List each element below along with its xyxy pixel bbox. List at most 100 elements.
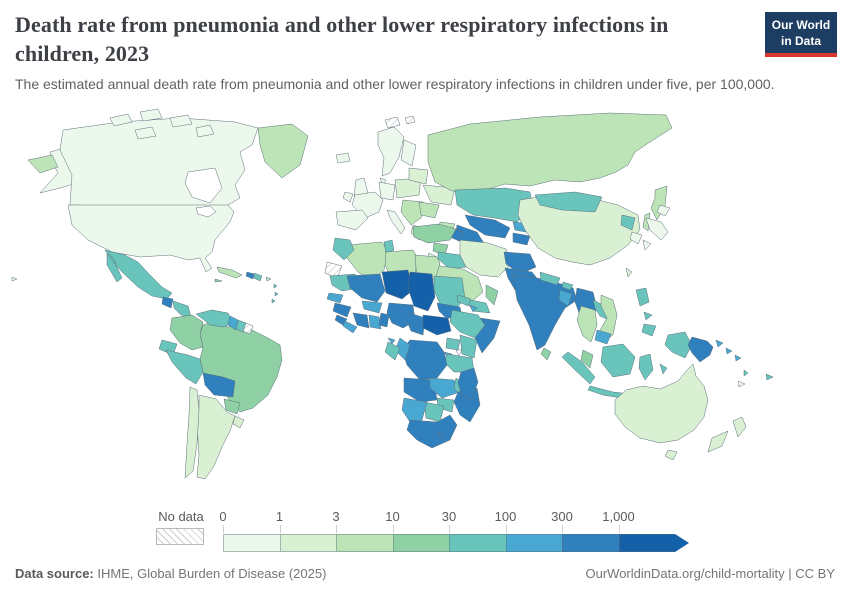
country-australia[interactable] <box>614 363 709 444</box>
country-mozambique[interactable] <box>453 387 481 423</box>
country-mexico[interactable] <box>104 249 173 300</box>
country-somalia[interactable] <box>474 317 501 354</box>
country-uganda[interactable] <box>445 337 461 351</box>
country-afghanistan[interactable] <box>503 251 537 275</box>
country-sulawesi[interactable] <box>638 353 654 381</box>
country-malaysia[interactable] <box>580 349 594 369</box>
country-hawaii[interactable] <box>11 276 18 282</box>
legend-bin-1[interactable] <box>279 534 336 552</box>
country-guatemala[interactable] <box>161 296 174 309</box>
country-tajikistan[interactable] <box>512 232 531 246</box>
country-moluccas[interactable] <box>659 363 668 375</box>
country-chile[interactable] <box>184 386 200 479</box>
country-romania-bulgaria[interactable] <box>418 201 440 219</box>
country-mongolia[interactable] <box>534 191 603 213</box>
country-cambodia[interactable] <box>594 329 612 345</box>
legend-bin-7[interactable] <box>618 534 675 552</box>
country-central-african-republic[interactable] <box>422 314 452 336</box>
country-usa[interactable] <box>67 204 235 273</box>
no-data-swatch[interactable] <box>156 528 204 545</box>
country-sierra-leone[interactable] <box>334 314 348 326</box>
country-cuba[interactable] <box>216 266 243 279</box>
legend-bin-0[interactable] <box>223 534 280 552</box>
country-togo-benin[interactable] <box>378 312 390 328</box>
country-bangladesh[interactable] <box>558 289 573 307</box>
country-iberia[interactable] <box>335 209 369 231</box>
country-yemen[interactable] <box>464 298 491 314</box>
country-mali[interactable] <box>346 273 386 303</box>
legend-bin-5[interactable] <box>505 534 562 552</box>
country-paraguay[interactable] <box>223 398 241 415</box>
country-sumatra[interactable] <box>561 351 596 385</box>
country-angola[interactable] <box>403 377 438 403</box>
country-vanuatu[interactable] <box>743 369 749 377</box>
country-dominican-republic[interactable] <box>253 272 263 282</box>
country-kazakhstan[interactable] <box>454 187 534 223</box>
country-new-caledonia[interactable] <box>737 380 746 388</box>
country-burkina-faso[interactable] <box>361 300 383 314</box>
country-lesotho[interactable] <box>437 431 445 439</box>
owid-link[interactable]: OurWorldinData.org/child-mortality <box>585 566 785 581</box>
country-iceland[interactable] <box>335 152 351 164</box>
legend-bin-6[interactable] <box>562 534 619 552</box>
country-chukotka-wrap[interactable] <box>27 154 59 174</box>
country-finland[interactable] <box>400 139 417 167</box>
country-kenya[interactable] <box>459 334 478 359</box>
country-jamaica[interactable] <box>214 278 223 283</box>
country-uruguay[interactable] <box>232 415 245 429</box>
owid-logo[interactable]: Our World in Data <box>765 12 837 58</box>
country-french-guiana[interactable] <box>242 322 254 335</box>
country-fiji[interactable] <box>765 373 774 381</box>
country-nepal[interactable] <box>539 271 561 286</box>
country-uzbekistan[interactable] <box>464 214 511 239</box>
country-philippines[interactable] <box>635 287 657 337</box>
country-north-korea[interactable] <box>620 214 636 231</box>
country-cameroon[interactable] <box>406 312 426 336</box>
country-madagascar[interactable] <box>457 367 479 401</box>
country-kamchatka[interactable] <box>650 185 668 221</box>
country-canada[interactable] <box>59 117 259 208</box>
country-tasmania[interactable] <box>664 449 678 461</box>
country-taiwan[interactable] <box>625 267 633 278</box>
country-morocco[interactable] <box>332 237 355 261</box>
country-germany[interactable] <box>378 181 396 201</box>
country-iran[interactable] <box>459 239 511 278</box>
country-turkey[interactable] <box>412 223 457 244</box>
country-niger[interactable] <box>381 269 414 300</box>
country-norway-sweden[interactable] <box>377 126 405 177</box>
legend-bin-4[interactable] <box>449 534 506 552</box>
country-chad[interactable] <box>407 271 436 312</box>
country-west-papua[interactable] <box>664 331 693 359</box>
country-congo[interactable] <box>394 337 411 361</box>
country-russia[interactable] <box>427 112 673 197</box>
country-equatorial-guinea[interactable] <box>387 337 396 345</box>
country-south-africa[interactable] <box>406 414 458 449</box>
country-borneo[interactable] <box>600 343 636 378</box>
country-iraq[interactable] <box>437 251 467 270</box>
country-new-zealand[interactable] <box>707 416 747 453</box>
country-lesser-antilles[interactable] <box>271 283 279 304</box>
country-zambia[interactable] <box>429 377 461 399</box>
country-bhutan[interactable] <box>561 281 574 291</box>
country-svalbard[interactable] <box>384 115 416 129</box>
country-ghana[interactable] <box>368 314 382 330</box>
legend-bin-2[interactable] <box>336 534 393 552</box>
country-south-korea[interactable] <box>629 231 643 245</box>
country-gabon[interactable] <box>384 341 401 361</box>
country-oman[interactable] <box>485 284 499 306</box>
legend-no-data[interactable]: No data <box>156 509 206 545</box>
country-bolivia[interactable] <box>202 372 236 398</box>
country-thailand[interactable] <box>576 305 598 343</box>
country-colombia[interactable] <box>169 314 204 351</box>
country-eritrea[interactable] <box>456 294 472 307</box>
country-djibouti[interactable] <box>469 304 478 313</box>
country-japan[interactable] <box>642 204 671 251</box>
country-honduras-nicaragua[interactable] <box>172 300 192 318</box>
country-liberia[interactable] <box>342 320 358 334</box>
country-guyana[interactable] <box>227 315 239 331</box>
country-balkans[interactable] <box>400 199 424 226</box>
country-guinea[interactable] <box>332 302 352 318</box>
country-ivory-coast[interactable] <box>352 312 370 329</box>
country-sri-lanka[interactable] <box>540 347 552 361</box>
legend-bin-3[interactable] <box>392 534 449 552</box>
